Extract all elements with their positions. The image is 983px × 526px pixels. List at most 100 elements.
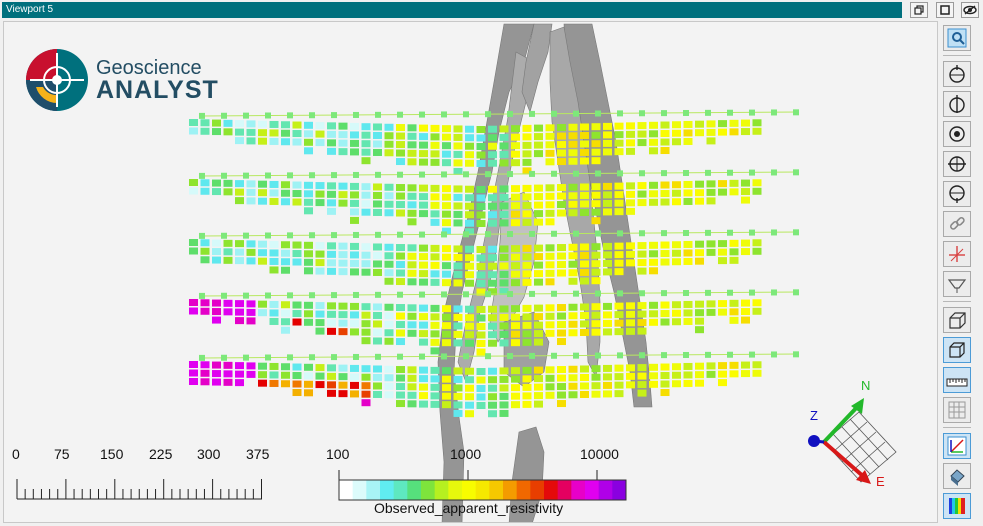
pseudo-section-cell [361, 200, 371, 208]
pseudo-section-cell [396, 201, 405, 209]
pseudo-section-cell [361, 382, 371, 390]
pseudo-section-cell [522, 313, 532, 321]
pseudo-section-cell [695, 326, 704, 334]
grid-button[interactable] [943, 397, 971, 423]
visibility-button[interactable] [961, 2, 979, 18]
view-bottom-button[interactable] [943, 181, 971, 207]
pseudo-section-cell [580, 123, 589, 131]
pseudo-section-cell [522, 244, 532, 252]
pseudo-section-cell [626, 122, 635, 130]
pseudo-section-cell [269, 189, 279, 197]
pseudo-section-cell [292, 250, 302, 258]
pseudo-section-cell [718, 240, 727, 248]
scene-canvas[interactable] [4, 22, 938, 523]
axis-button[interactable] [943, 433, 971, 459]
pseudo-section-cell [419, 141, 428, 149]
pseudo-section-cell [603, 191, 612, 199]
pseudo-section-cell [649, 181, 658, 189]
pseudo-section-cell [649, 267, 658, 275]
crosshair-button[interactable] [943, 241, 971, 267]
box-view-button[interactable] [943, 337, 971, 363]
pseudo-section-cell [683, 257, 693, 265]
view-front-button[interactable] [943, 91, 971, 117]
pseudo-section-cell [189, 247, 198, 255]
pseudo-section-cell [384, 382, 394, 390]
shade-button[interactable] [943, 463, 971, 489]
3d-viewport[interactable]: Geoscience ANALYST 0 75 150 225 300 375 … [3, 21, 938, 523]
dc-resistivity-profiles[interactable] [189, 109, 800, 418]
pseudo-section-cell [212, 370, 221, 378]
pseudo-section-cell [545, 132, 555, 140]
pseudo-section-cell [695, 129, 704, 137]
scale-bar [16, 479, 262, 500]
pseudo-section-cell [545, 209, 555, 217]
pseudo-section-cell [373, 365, 382, 373]
pseudo-section-cell [407, 141, 417, 149]
pseudo-section-cell [407, 374, 417, 382]
pseudo-section-cell [741, 308, 750, 316]
pseudo-section-cell [246, 180, 256, 188]
pseudo-section-cell [189, 361, 198, 368]
ruler-button[interactable] [943, 367, 971, 393]
colorbar-button[interactable] [943, 493, 971, 519]
pseudo-section-cell [568, 374, 578, 382]
clip-button[interactable] [943, 271, 971, 297]
pseudo-section-cell [718, 362, 727, 370]
pseudo-section-cell [235, 120, 244, 128]
view-top-button[interactable] [943, 61, 971, 87]
profile-line[interactable] [189, 289, 800, 356]
pseudo-section-cell [476, 331, 486, 339]
maximize-button[interactable] [936, 2, 954, 18]
view-center-button[interactable] [943, 121, 971, 147]
pseudo-section-cell [327, 207, 336, 215]
pseudo-section-cell [499, 330, 509, 338]
pseudo-section-cell [752, 307, 762, 315]
pseudo-section-cell [442, 339, 451, 347]
perspective-button[interactable] [943, 307, 971, 333]
pseudo-section-cell [499, 159, 509, 167]
pseudo-section-cell [568, 140, 578, 148]
pseudo-section-cell [660, 258, 670, 266]
pseudo-section-cell [361, 365, 371, 373]
pseudo-section-cell [419, 375, 428, 383]
pseudo-section-cell [660, 380, 670, 388]
restore-button[interactable] [910, 2, 928, 18]
pseudo-section-cell [499, 253, 509, 261]
profile-line[interactable] [189, 109, 800, 175]
pseudo-section-cell [557, 201, 566, 209]
pseudo-section-cell [476, 288, 486, 296]
pseudo-section-cell [522, 167, 532, 175]
view-side-button[interactable] [943, 151, 971, 177]
pseudo-section-cell [189, 127, 198, 135]
pseudo-section-cell [557, 261, 566, 269]
profile-line[interactable] [189, 169, 800, 236]
pseudo-section-cell [384, 132, 394, 140]
pseudo-section-cell [499, 375, 509, 383]
pseudo-section-cell [488, 322, 497, 330]
pseudo-section-cell [706, 362, 716, 370]
link-button[interactable] [943, 211, 971, 237]
pseudo-section-cell [269, 129, 279, 137]
pseudo-section-cell [200, 307, 210, 315]
zoom-extent-button[interactable] [943, 25, 971, 51]
pseudo-section-cell [603, 242, 612, 250]
pseudo-section-cell [212, 119, 221, 127]
pseudo-section-cell [200, 361, 210, 369]
pseudo-section-cell [327, 381, 336, 389]
pseudo-section-cell [499, 279, 509, 287]
pseudo-section-cell [327, 327, 336, 335]
pseudo-section-cell [476, 314, 486, 322]
pseudo-section-cell [384, 312, 394, 320]
pseudo-section-cell [407, 329, 417, 337]
pseudo-section-cell [430, 253, 440, 261]
pseudo-section-cell [706, 308, 716, 316]
pseudo-section-cell [545, 383, 555, 391]
pseudo-section-cell [522, 141, 532, 149]
pseudo-section-cell [499, 210, 509, 218]
pseudo-section-cell [683, 189, 693, 197]
link-icon [949, 216, 965, 230]
profile-line[interactable] [189, 229, 800, 296]
profile-line[interactable] [189, 351, 800, 418]
pseudo-section-cell [407, 321, 417, 329]
pseudo-section-cell [373, 243, 382, 251]
